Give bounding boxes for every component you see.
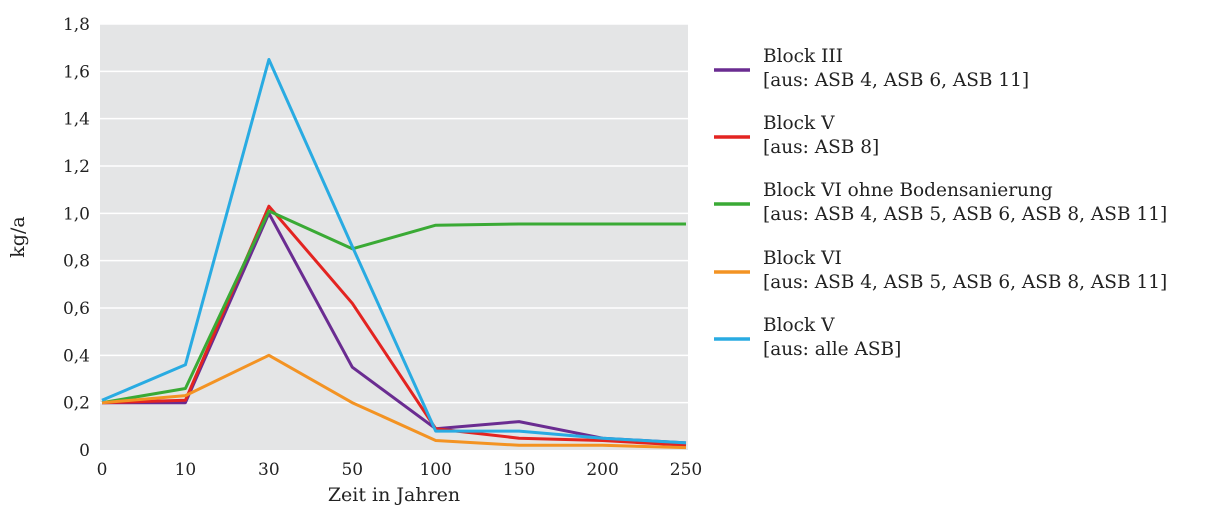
series-lines xyxy=(101,58,687,450)
y-tick-label: 1,4 xyxy=(63,110,90,130)
legend-label: Block V xyxy=(763,315,835,336)
legend-sublabel: [aus: ASB 4, ASB 5, ASB 6, ASB 8, ASB 11… xyxy=(763,272,1167,293)
gridlines xyxy=(100,23,688,404)
x-tick-label: 10 xyxy=(175,460,197,480)
series-line-2 xyxy=(101,204,687,447)
x-axis-ticks: 0 10 30 50 100 150 200 250 xyxy=(97,460,703,480)
legend-sublabel: [aus: ASB 8] xyxy=(763,137,879,158)
y-tick-label: 1,8 xyxy=(63,15,90,35)
legend-sublabel: [aus: ASB 4, ASB 5, ASB 6, ASB 8, ASB 11… xyxy=(763,204,1167,225)
series-line-4 xyxy=(101,353,687,450)
y-tick-label: 1,2 xyxy=(63,157,90,177)
legend-label: Block V xyxy=(763,113,835,134)
x-tick-label: 200 xyxy=(586,460,618,480)
x-tick-label: 100 xyxy=(419,460,451,480)
y-tick-label: 1,0 xyxy=(63,204,90,224)
y-tick-label: 0,6 xyxy=(63,299,90,319)
legend-sublabel: [aus: ASB 4, ASB 6, ASB 11] xyxy=(763,70,1029,91)
legend-label: Block VI ohne Bodensanierung xyxy=(763,180,1053,201)
y-tick-label: 1,6 xyxy=(63,62,90,82)
y-tick-label: 0,4 xyxy=(63,346,90,366)
series-line-5 xyxy=(101,58,687,445)
x-tick-label: 150 xyxy=(503,460,535,480)
y-axis-ticks: 0 0,2 0,4 0,6 0,8 1,0 1,2 1,4 1,6 1,8 xyxy=(63,15,90,461)
y-axis-title: kg/a xyxy=(7,216,29,257)
x-tick-label: 30 xyxy=(258,460,280,480)
x-axis-title: Zeit in Jahren xyxy=(328,484,460,506)
legend-sublabel: [aus: alle ASB] xyxy=(763,339,901,360)
x-tick-label: 0 xyxy=(97,460,108,480)
y-tick-label: 0,8 xyxy=(63,252,90,272)
y-tick-label: 0 xyxy=(79,441,90,461)
y-tick-label: 0,2 xyxy=(63,394,90,414)
x-tick-label: 250 xyxy=(670,460,702,480)
legend: Block III [aus: ASB 4, ASB 6, ASB 11] Bloc… xyxy=(714,46,1167,360)
series-line-3 xyxy=(101,209,686,405)
legend-label: Block VI xyxy=(763,248,842,269)
x-tick-label: 50 xyxy=(341,460,363,480)
legend-label: Block III xyxy=(763,46,843,67)
